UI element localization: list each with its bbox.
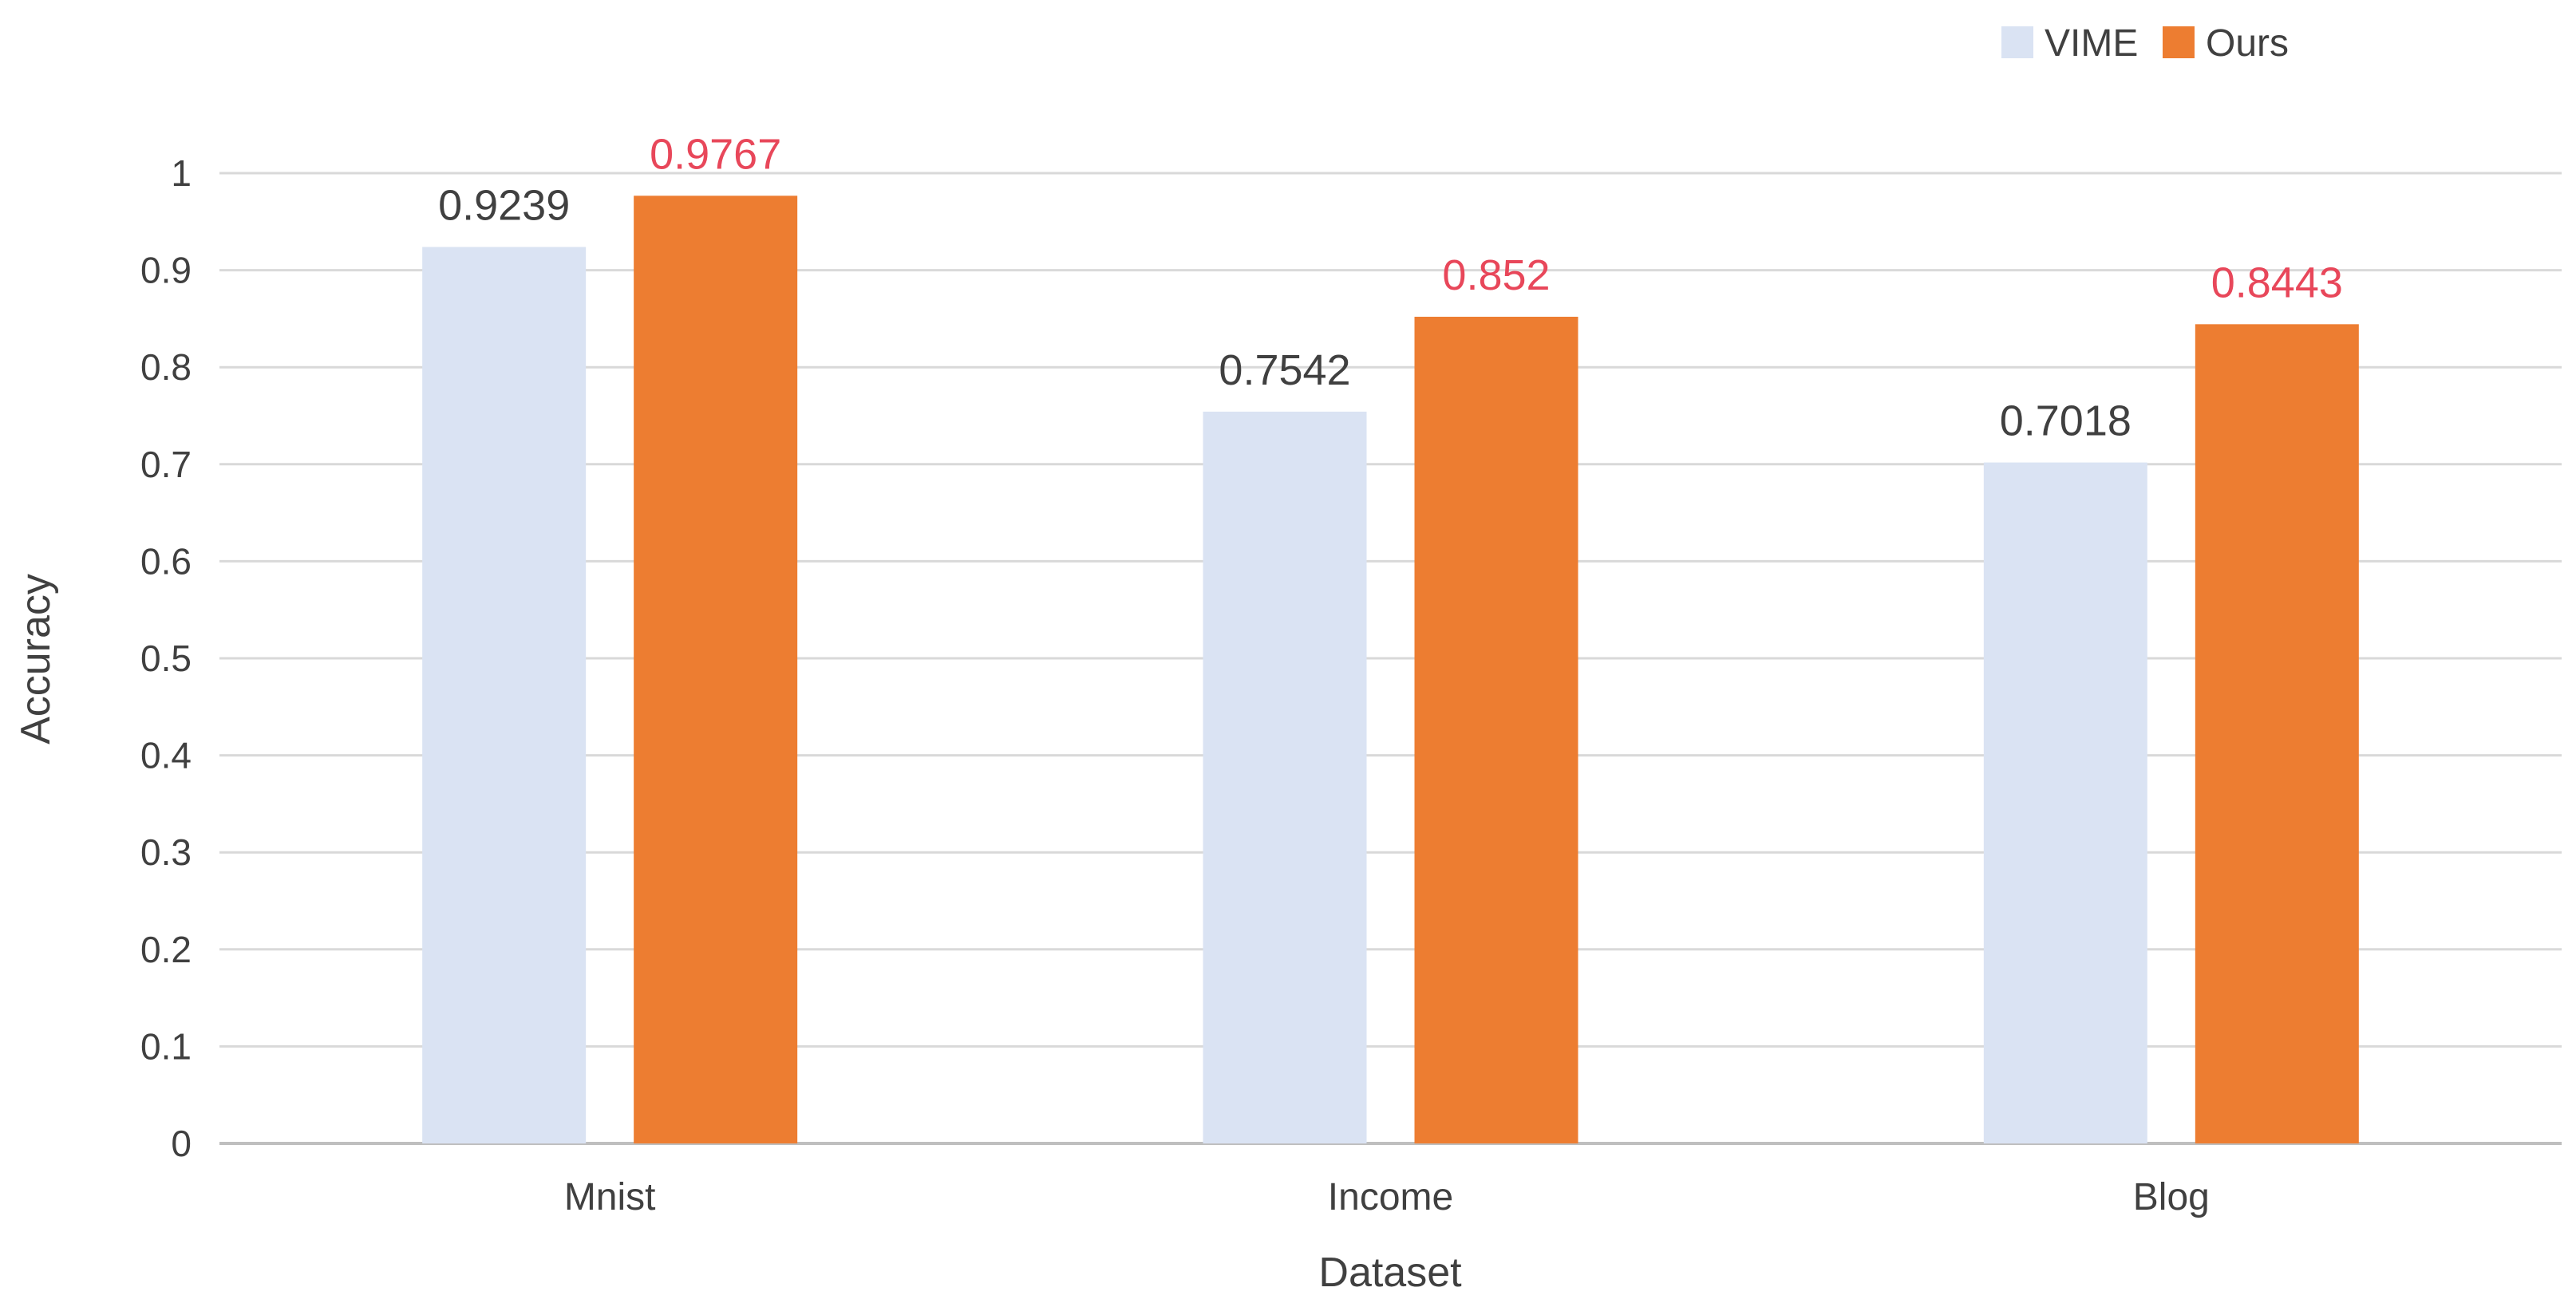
bar-ours-mnist: [634, 195, 798, 1144]
y-tick-label: 0.1: [140, 1025, 192, 1067]
y-tick-label: 0.5: [140, 638, 192, 679]
data-label-ours-blog: 0.8443: [2211, 259, 2343, 306]
data-label-vime-mnist: 0.9239: [438, 182, 570, 230]
y-tick-label: 0.2: [140, 929, 192, 970]
bar-vime-blog: [1983, 462, 2147, 1143]
data-label-ours-mnist: 0.9767: [650, 130, 781, 178]
bar-ours-blog: [2195, 324, 2359, 1144]
x-axis-categories: Mnist Income Blog: [564, 1176, 2210, 1218]
bar-ours-income: [1414, 316, 1578, 1143]
x-category-label: Blog: [2133, 1176, 2210, 1218]
data-label-vime-income: 0.7542: [1219, 346, 1350, 394]
y-tick-label: 0.6: [140, 540, 192, 582]
x-category-label: Mnist: [564, 1176, 656, 1218]
y-axis-ticks: 0 0.1 0.2 0.3 0.4 0.5 0.6 0.7 0.8 0.9 1: [140, 152, 192, 1164]
data-label-ours-income: 0.852: [1442, 251, 1550, 299]
legend-swatch-ours: [2163, 26, 2195, 58]
y-tick-label: 0.3: [140, 831, 192, 873]
y-tick-label: 0: [171, 1123, 192, 1164]
y-tick-label: 0.9: [140, 250, 192, 291]
legend-swatch-vime: [2001, 26, 2033, 58]
y-tick-label: 0.4: [140, 735, 192, 776]
data-label-vime-blog: 0.7018: [2000, 397, 2132, 445]
y-tick-label: 0.8: [140, 346, 192, 388]
x-axis-title: Dataset: [1318, 1250, 1462, 1296]
bar-vime-income: [1203, 411, 1367, 1143]
bars: [422, 195, 2359, 1144]
data-labels: 0.9239 0.9767 0.7542 0.852 0.7018 0.8443: [438, 130, 2343, 444]
y-tick-label: 1: [171, 152, 192, 194]
legend-label-ours: Ours: [2206, 22, 2289, 65]
bar-vime-mnist: [422, 247, 587, 1143]
legend-label-vime: VIME: [2045, 22, 2138, 65]
y-axis-title: Accuracy: [13, 574, 59, 744]
x-category-label: Income: [1328, 1176, 1453, 1218]
gridlines: [219, 172, 2562, 1145]
legend: VIME Ours: [2001, 22, 2289, 65]
y-tick-label: 0.7: [140, 444, 192, 485]
